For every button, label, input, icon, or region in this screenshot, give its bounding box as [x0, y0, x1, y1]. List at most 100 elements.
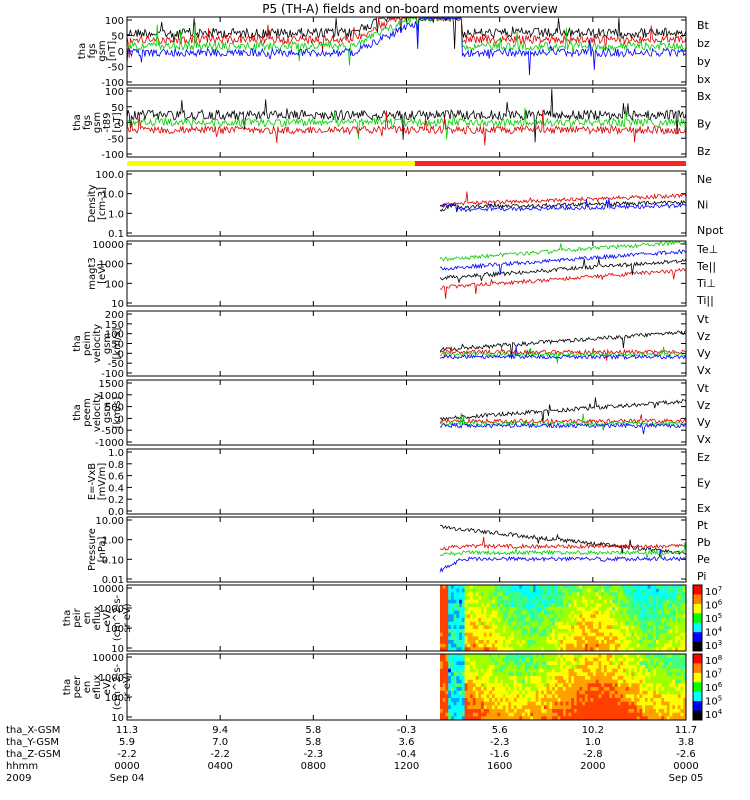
- heatmap-cell: [598, 716, 602, 721]
- heatmap-cell: [440, 614, 444, 619]
- heatmap-cell: [631, 618, 635, 623]
- heatmap-cell: [582, 679, 586, 684]
- heatmap-cell: [623, 694, 627, 699]
- heatmap-cell: [636, 592, 641, 597]
- heatmap-cell: [574, 632, 578, 637]
- heatmap-cell: [442, 716, 447, 721]
- heatmap-cell: [475, 676, 479, 681]
- heatmap-cell: [453, 625, 457, 630]
- heatmap-cell: [483, 610, 488, 615]
- heatmap-cell: [522, 647, 526, 652]
- heatmap-cell: [601, 690, 605, 695]
- heatmap-cell: [669, 698, 673, 703]
- heatmap-cell: [464, 632, 468, 637]
- heatmap-cell: [483, 621, 488, 626]
- heatmap-cell: [456, 687, 460, 692]
- heatmap-cell: [612, 647, 616, 652]
- heatmap-cell: [511, 632, 515, 637]
- heatmap-cell: [451, 661, 455, 666]
- heatmap-cell: [683, 621, 687, 626]
- heatmap-cell: [601, 629, 605, 634]
- heatmap-cell: [456, 603, 460, 608]
- heatmap-cell: [442, 588, 447, 593]
- heatmap-cell: [658, 676, 662, 681]
- heatmap-cell: [475, 698, 479, 703]
- heatmap-cell: [472, 592, 477, 597]
- heatmap-cell: [470, 599, 474, 604]
- heatmap-cell: [598, 657, 602, 662]
- heatmap-cell: [546, 687, 550, 692]
- heatmap-cell: [451, 705, 455, 710]
- heatmap-cell: [664, 690, 668, 695]
- heatmap-cell: [568, 599, 572, 604]
- heatmap-cell: [505, 709, 509, 714]
- heatmap-cell: [513, 643, 518, 648]
- colorbar-frame: [692, 584, 703, 652]
- heatmap-cell: [541, 636, 545, 641]
- heatmap-cell: [453, 614, 457, 619]
- heatmap-cell: [669, 654, 673, 659]
- heatmap-cell: [448, 636, 452, 641]
- heatmap-cell: [675, 687, 679, 692]
- heatmap-cell: [604, 665, 608, 670]
- heatmap-cell: [584, 647, 589, 652]
- heatmap-cell: [666, 683, 671, 688]
- heatmap-cell: [522, 672, 526, 677]
- x-axis-value: Sep 04: [110, 773, 145, 784]
- heatmap-cell: [593, 603, 597, 608]
- heatmap-cell: [467, 705, 471, 710]
- heatmap-cell: [519, 687, 523, 692]
- heatmap-cell: [560, 701, 564, 706]
- heatmap-cell: [675, 654, 679, 659]
- heatmap-cell: [645, 643, 649, 648]
- heatmap-cell: [486, 672, 490, 677]
- heatmap-cell: [461, 661, 466, 666]
- heatmap-cell: [563, 683, 567, 688]
- heatmap-cell: [549, 676, 553, 681]
- heatmap-cell: [500, 668, 504, 673]
- ylabel-line: [km/s]: [112, 327, 123, 359]
- heatmap-cell: [489, 621, 493, 626]
- heatmap-cell: [582, 690, 586, 695]
- heatmap-cell: [579, 690, 583, 695]
- heatmap-cell: [655, 607, 660, 612]
- heatmap-cell: [440, 621, 444, 626]
- colorbar-tick-label: 104: [705, 708, 723, 721]
- heatmap-cell: [497, 621, 501, 626]
- heatmap-cell: [634, 629, 638, 634]
- heatmap-cell: [552, 618, 556, 623]
- heatmap-cell: [464, 610, 468, 615]
- heatmap-cell: [645, 687, 649, 692]
- series-line: [439, 198, 687, 213]
- heatmap-cell: [623, 672, 627, 677]
- heatmap-cell: [500, 621, 504, 626]
- heatmap-cell: [593, 632, 597, 637]
- heatmap-cell: [655, 588, 660, 593]
- heatmap-cell: [620, 640, 624, 645]
- heatmap-cell: [451, 643, 455, 648]
- heatmap-cell: [634, 640, 638, 645]
- heatmap-cell: [483, 698, 488, 703]
- heatmap-cell: [554, 596, 559, 601]
- heatmap-cell: [492, 643, 496, 648]
- heatmap-cell: [650, 585, 654, 590]
- heatmap-cell: [584, 643, 589, 648]
- heatmap-cell: [617, 657, 621, 662]
- heatmap-cell: [478, 592, 482, 597]
- heatmap-cell: [489, 712, 493, 717]
- heatmap-cell: [478, 672, 482, 677]
- ylabel-line: en: [82, 612, 93, 625]
- heatmap-cell: [576, 654, 580, 659]
- heatmap-cell: [576, 672, 580, 677]
- heatmap-cell: [666, 640, 671, 645]
- heatmap-cell: [486, 668, 490, 673]
- heatmap-cell: [467, 672, 471, 677]
- heatmap-cell: [461, 585, 466, 590]
- heatmap-cell: [590, 665, 594, 670]
- heatmap-cell: [533, 668, 537, 673]
- heatmap-cell: [563, 690, 567, 695]
- heatmap-cell: [535, 596, 539, 601]
- heatmap-cell: [609, 661, 613, 666]
- ylabel-line: Pressure: [87, 528, 98, 571]
